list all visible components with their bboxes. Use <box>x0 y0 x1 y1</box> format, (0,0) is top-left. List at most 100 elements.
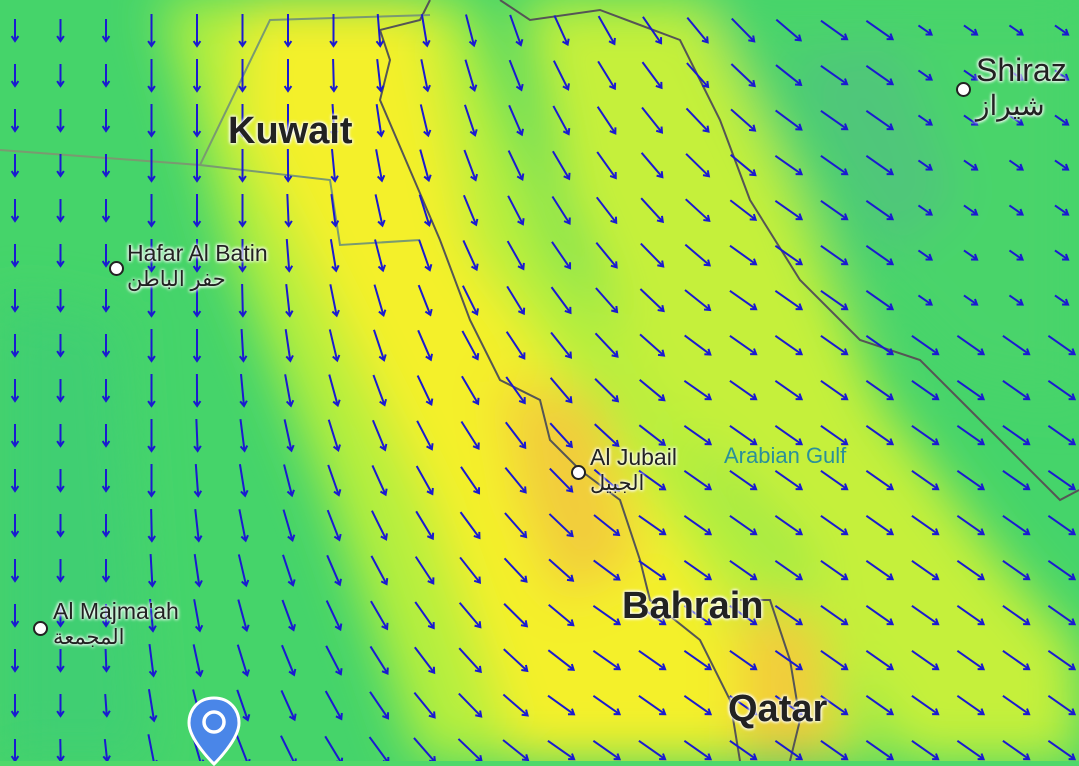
wind-arrow-icon <box>101 109 111 133</box>
wind-arrow-icon <box>459 556 482 584</box>
wind-arrow-icon <box>56 154 65 178</box>
city-label-al-majmaah[interactable]: Al Majma'ah المجمعة <box>53 598 179 649</box>
country-label-bahrain[interactable]: Bahrain <box>622 585 764 627</box>
wind-arrow-icon <box>418 239 433 272</box>
wind-arrow-icon <box>374 194 386 228</box>
wind-arrow-icon <box>956 335 986 356</box>
wind-arrow-icon <box>963 69 979 81</box>
wind-arrow-icon <box>461 375 480 406</box>
city-dot-hafar-al-batin[interactable] <box>109 261 124 276</box>
wind-arrow-icon <box>147 239 156 273</box>
wind-arrow-icon <box>508 104 524 137</box>
wind-arrow-icon <box>463 149 479 182</box>
wind-arrow-icon <box>324 735 344 761</box>
wind-arrow-icon <box>1002 380 1031 401</box>
wind-arrow-icon <box>956 695 986 716</box>
wind-arrow-icon <box>375 149 386 183</box>
wind-arrow-icon <box>865 290 895 311</box>
wind-arrow-icon <box>147 508 156 543</box>
wind-arrow-icon <box>415 465 434 496</box>
wind-arrow-icon <box>10 649 20 673</box>
wind-arrow-icon <box>729 740 758 761</box>
wind-arrow-icon <box>594 423 620 448</box>
wind-arrow-icon <box>917 204 934 216</box>
wind-arrow-icon <box>686 17 709 44</box>
wind-arrow-icon <box>597 60 617 91</box>
wind-arrow-icon <box>683 650 713 671</box>
wind-arrow-icon <box>147 734 158 761</box>
city-dot-al-majmaah[interactable] <box>33 621 48 636</box>
country-label-kuwait[interactable]: Kuwait <box>228 110 353 152</box>
wind-arrow-icon <box>148 644 158 678</box>
city-label-shiraz[interactable]: Shiraz شيراز <box>976 52 1067 121</box>
wind-arrow-icon <box>505 331 526 360</box>
wind-arrow-icon <box>327 419 341 452</box>
wind-arrow-icon <box>369 691 390 720</box>
wind-arrow-icon <box>638 424 667 446</box>
city-label-al-jubail[interactable]: Al Jubail الجبيل <box>590 444 677 495</box>
wind-arrow-icon <box>592 695 622 716</box>
wind-arrow-icon <box>1047 425 1077 446</box>
wind-arrow-icon <box>101 424 111 448</box>
wind-arrow-icon <box>10 154 20 178</box>
wind-arrow-icon <box>507 150 525 182</box>
country-label-qatar[interactable]: Qatar <box>728 688 828 730</box>
wind-arrow-icon <box>376 58 385 93</box>
wind-arrow-icon <box>730 63 756 88</box>
wind-arrow-icon <box>1054 294 1070 306</box>
wind-arrow-icon <box>283 59 293 93</box>
wind-arrow-icon <box>330 148 339 183</box>
wind-arrow-icon <box>370 600 389 631</box>
wind-arrow-icon <box>685 107 710 133</box>
wind-arrow-icon <box>683 740 713 761</box>
city-dot-al-jubail[interactable] <box>571 465 586 480</box>
wind-arrow-icon <box>820 605 849 626</box>
wind-arrow-icon <box>10 244 20 268</box>
wind-arrow-icon <box>593 514 621 537</box>
wind-arrow-icon <box>820 740 849 761</box>
wind-arrow-icon <box>685 153 711 178</box>
wind-arrow-icon <box>592 605 622 626</box>
wind-arrow-icon <box>865 695 895 716</box>
wind-arrow-icon <box>552 150 571 181</box>
wind-arrow-icon <box>418 194 432 227</box>
wind-arrow-icon <box>917 249 934 261</box>
wind-arrow-icon <box>326 509 342 542</box>
wind-arrow-icon <box>374 239 386 273</box>
wind-arrow-icon <box>820 200 849 221</box>
wind-arrow-icon <box>10 379 20 403</box>
wind-arrow-icon <box>820 560 849 581</box>
wind-arrow-icon <box>684 289 712 312</box>
wind-arrow-icon <box>683 380 713 401</box>
wind-arrow-icon <box>683 470 713 491</box>
wind-arrow-icon <box>956 650 986 671</box>
wind-arrow-icon <box>10 64 20 88</box>
wind-arrow-icon <box>638 605 667 626</box>
wind-arrow-icon <box>505 376 526 405</box>
wind-arrow-icon <box>640 242 665 268</box>
wind-arrow-icon <box>417 329 433 362</box>
wind-arrow-icon <box>503 648 529 673</box>
location-pin-icon[interactable] <box>186 696 242 766</box>
wind-arrow-icon <box>1047 515 1077 536</box>
wind-arrow-icon <box>820 110 849 131</box>
wind-arrow-icon <box>238 194 247 228</box>
wind-arrow-icon <box>820 335 849 356</box>
wind-arrow-icon <box>595 287 619 314</box>
wind-arrow-icon <box>917 294 934 306</box>
wind-arrow-icon <box>729 290 758 311</box>
city-label-hafar-al-batin[interactable]: Hafar Al Batin حفر الباطن <box>127 240 268 291</box>
wind-arrow-icon <box>594 378 620 403</box>
city-dot-shiraz[interactable] <box>956 82 971 97</box>
wind-arrow-icon <box>147 194 156 228</box>
wind-arrow-icon <box>101 244 111 268</box>
wind-arrow-icon <box>101 559 111 583</box>
wind-arrow-icon <box>326 554 342 587</box>
wind-arrow-icon <box>865 515 895 536</box>
wind-arrow-icon <box>147 419 156 453</box>
wind-arrow-icon <box>414 646 436 675</box>
wind-arrow-icon <box>193 599 204 633</box>
wind-arrow-icon <box>56 64 65 88</box>
wind-arrow-icon <box>683 425 713 446</box>
